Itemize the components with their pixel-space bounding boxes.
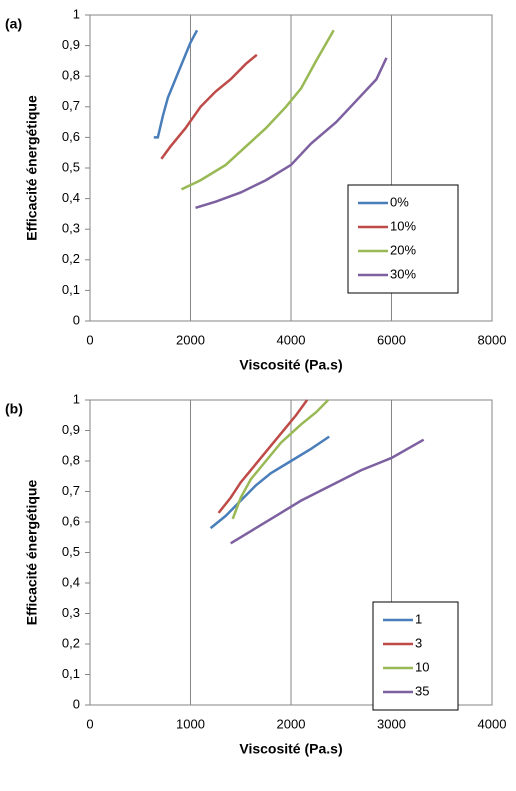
x-axis-label: Viscosité (Pa.s) (239, 741, 342, 757)
x-tick-label: 2000 (176, 332, 205, 347)
y-tick-label: 0,1 (62, 282, 80, 297)
x-tick-label: 2000 (277, 716, 306, 731)
data-line (209, 435, 330, 530)
x-tick-label: 0 (86, 332, 93, 347)
y-tick-label: 0,5 (62, 544, 80, 559)
x-tick-label: 6000 (377, 332, 406, 347)
legend-label: 35 (415, 683, 429, 698)
y-tick-label: 0,7 (62, 98, 80, 113)
y-tick-label: 0,2 (62, 635, 80, 650)
legend-label: 10 (415, 659, 429, 674)
y-tick-label: 0,3 (62, 605, 80, 620)
x-tick-label: 1000 (176, 716, 205, 731)
y-tick-label: 0,8 (62, 452, 80, 467)
y-tick-label: 0,4 (62, 574, 80, 589)
y-tick-label: 0,9 (62, 37, 80, 52)
legend-label: 0% (390, 194, 409, 209)
panel-label: (a) (5, 16, 22, 32)
x-tick-label: 4000 (277, 332, 306, 347)
y-tick-label: 1 (73, 6, 80, 21)
y-tick-label: 1 (73, 391, 80, 406)
y-tick-label: 0,6 (62, 513, 80, 528)
y-tick-label: 0,6 (62, 129, 80, 144)
x-tick-label: 0 (86, 716, 93, 731)
data-line (231, 399, 330, 520)
legend-label: 30% (390, 266, 416, 281)
legend-label: 1 (415, 611, 422, 626)
data-line (217, 399, 309, 514)
y-tick-label: 0 (73, 696, 80, 711)
legend-label: 3 (415, 635, 422, 650)
y-tick-label: 0,2 (62, 251, 80, 266)
y-tick-label: 0,8 (62, 68, 80, 83)
y-tick-label: 0,7 (62, 483, 80, 498)
y-tick-label: 0,4 (62, 190, 80, 205)
data-line (160, 53, 258, 160)
legend-label: 10% (390, 218, 416, 233)
y-tick-label: 0,3 (62, 221, 80, 236)
y-axis-label: Efficacité énergétique (24, 95, 40, 241)
legend-label: 20% (390, 242, 416, 257)
x-tick-label: 4000 (478, 716, 507, 731)
y-tick-label: 0,5 (62, 159, 80, 174)
x-tick-label: 8000 (478, 332, 507, 347)
y-tick-label: 0,1 (62, 666, 80, 681)
data-line (153, 29, 199, 139)
panel-label: (b) (5, 401, 23, 417)
y-axis-label: Efficacité énergétique (24, 480, 40, 626)
y-tick-label: 0 (73, 312, 80, 327)
data-line (180, 29, 335, 191)
data-line (195, 57, 388, 209)
x-axis-label: Viscosité (Pa.s) (239, 357, 342, 373)
y-tick-label: 0,9 (62, 422, 80, 437)
x-tick-label: 3000 (377, 716, 406, 731)
data-line (230, 438, 425, 545)
